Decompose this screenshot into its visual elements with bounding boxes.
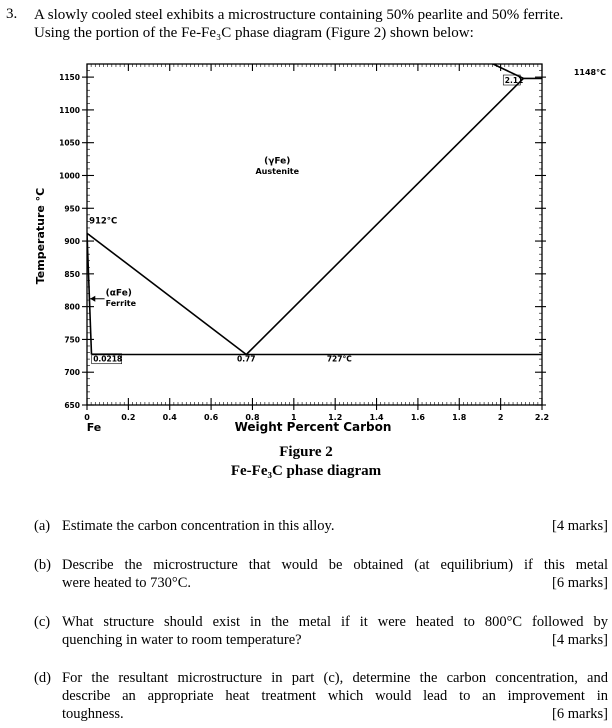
question-number: 3. (6, 6, 18, 22)
chart-annotation: 1148°C (574, 68, 606, 77)
y-tick-label: 950 (64, 204, 80, 213)
x-tick-label: 1.4 (369, 413, 384, 422)
question-part-b: (b) Describe the microstructure that wou… (34, 556, 608, 596)
chart-annotation: 912°C (89, 216, 117, 226)
phase-line-a3 (87, 232, 247, 356)
part-text-line: quenching in water to room temperature? (62, 632, 302, 648)
part-text-line: Describe the microstructure that would b… (62, 557, 608, 573)
x-tick-label: 0.6 (204, 413, 219, 422)
question-line-1: A slowly cooled steel exhibits a microst… (34, 7, 564, 23)
chart-annotation: Ferrite (106, 299, 137, 308)
y-tick-label: 900 (64, 237, 80, 246)
x-tick-label: 0.2 (121, 413, 135, 422)
y-tick-label: 1050 (59, 139, 80, 148)
x-axis-label: Weight Percent Carbon (235, 420, 392, 434)
part-label: (c) (34, 614, 51, 630)
y-tick-label: 800 (64, 303, 80, 312)
label-box (502, 74, 521, 86)
figure-caption-title: Figure 2 (279, 444, 333, 460)
question-line-2: Using the portion of the Fe-Fe₃C phase d… (34, 25, 474, 41)
chart-annotation: Austenite (255, 167, 299, 176)
part-label: (b) (34, 557, 51, 573)
y-tick-label: 750 (64, 335, 80, 344)
y-tick-label: 700 (64, 368, 80, 377)
part-label: (a) (34, 518, 51, 534)
chart-annotation: 0.0218 (93, 355, 122, 364)
ferrite-arrow-head (90, 295, 96, 302)
part-text-line: For the resultant microstructure in part… (62, 670, 608, 686)
question-stem: A slowly cooled steel exhibits a microst… (34, 6, 606, 42)
part-text-line: What structure should exist in the metal… (62, 614, 608, 630)
phase-line-alpha-solvus (87, 233, 93, 355)
x-tick-label: 1 (291, 413, 297, 422)
y-axis-label: Temperature °C (34, 188, 47, 285)
phase-diagram: 0 0.2 0.4 0.6 0.8 1 1.2 1.4 1.6 1.8 2 2.2 650 700 750 8… (34, 63, 606, 434)
part-text-line: toughness. (62, 706, 124, 722)
question-part-d: (d) For the resultant microstructure in … (34, 669, 608, 727)
label-box (91, 353, 123, 365)
question-part-a: (a) Estimate the carbon concentration in… (34, 517, 608, 537)
question-part-c: (c) What structure should exist in the m… (34, 613, 608, 653)
phase-line-liquidus (491, 64, 524, 80)
part-marks: [6 marks] (552, 706, 608, 722)
part-label: (d) (34, 670, 51, 686)
y-tick-label: 650 (64, 401, 80, 410)
part-marks: [6 marks] (552, 575, 608, 591)
y-tick-label: 1000 (59, 171, 80, 180)
chart-annotation: 727°C (327, 355, 352, 364)
phase-line-acm (245, 77, 524, 356)
part-marks: [4 marks] (552, 518, 608, 534)
part-text-line: Estimate the carbon concentration in thi… (62, 518, 335, 534)
part-marks: [4 marks] (552, 632, 608, 648)
chart-annotation: (αFe) (106, 288, 132, 298)
x-tick-label: 2 (498, 413, 504, 422)
x-tick-label: 2.2 (535, 413, 549, 422)
x-tick-label: 0.8 (245, 413, 260, 422)
y-tick-label: 850 (64, 270, 80, 279)
chart-annotation: 0.77 (237, 355, 256, 364)
x-origin-label: Fe (87, 421, 102, 434)
part-text-line: describe an appropriate heat treatment w… (62, 688, 608, 704)
x-tick-label: 1.2 (328, 413, 342, 422)
y-tick-label: 1150 (59, 73, 80, 82)
part-text-line: were heated to 730°C. (62, 575, 192, 591)
x-tick-label: 1.6 (411, 413, 426, 422)
x-tick-label: 0 (84, 413, 90, 422)
chart-annotation: (γFe) (264, 157, 290, 167)
y-tick-label: 1100 (59, 106, 80, 115)
x-tick-label: 0.4 (163, 413, 178, 422)
chart-annotation: 2.11 (505, 76, 524, 85)
figure-caption-subtitle: Fe-Fe₃C phase diagram (230, 463, 382, 479)
x-tick-label: 1.8 (452, 413, 467, 422)
